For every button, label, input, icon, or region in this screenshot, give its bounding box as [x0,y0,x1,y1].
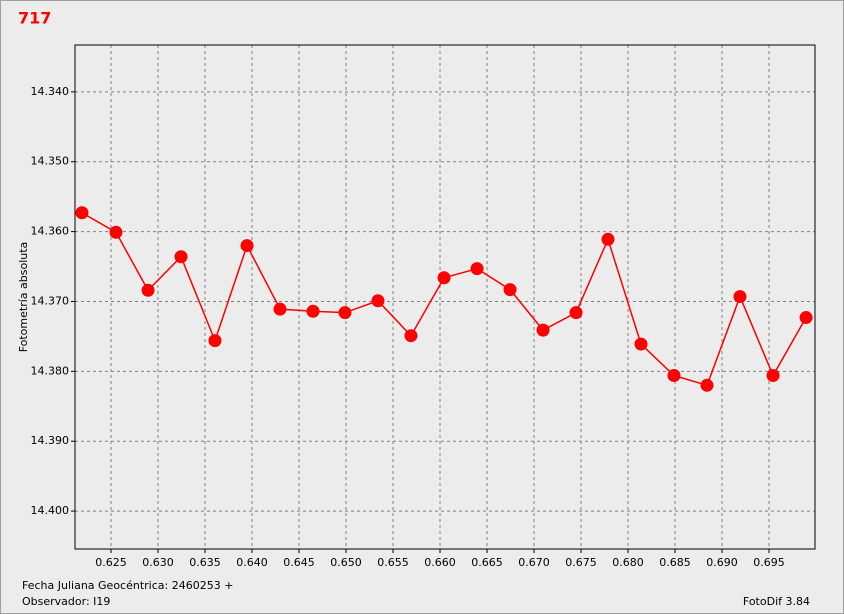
x-tick-label: 0.640 [236,556,268,569]
x-tick-label: 0.655 [377,556,409,569]
data-point [470,262,484,276]
data-point [799,311,813,325]
data-point [208,334,222,348]
data-point [733,290,747,304]
x-tick-label: 0.670 [518,556,550,569]
x-tick-label: 0.635 [189,556,221,569]
x-tick-label: 0.630 [142,556,174,569]
data-point [273,302,287,316]
x-tick-label: 0.625 [95,556,127,569]
y-tick-label: 14.400 [31,504,70,517]
x-tick-label: 0.665 [471,556,503,569]
plot-background [75,45,815,549]
data-point [174,250,188,264]
x-tick-label: 0.695 [753,556,785,569]
y-tick-label: 14.380 [31,364,70,377]
chart-title: 717 [18,9,51,28]
x-tick-label: 0.685 [659,556,691,569]
data-point [766,369,780,383]
data-point [371,294,385,308]
data-point [634,337,648,351]
data-point [141,283,155,297]
data-point [109,225,123,239]
x-tick-label: 0.660 [424,556,456,569]
data-point [667,369,681,383]
data-point [306,304,320,318]
y-tick-label: 14.340 [31,85,70,98]
x-tick-label: 0.650 [330,556,362,569]
x-tick-label: 0.645 [283,556,315,569]
data-point [404,329,418,343]
data-point [240,239,254,253]
data-point [75,206,89,220]
y-tick-label: 14.370 [31,294,70,307]
data-point [700,378,714,392]
footer-label: Fecha Juliana Geocéntrica: 2460253 + [22,579,233,592]
x-tick-label: 0.690 [706,556,738,569]
y-tick-label: 14.390 [31,434,70,447]
x-tick-label: 0.680 [612,556,644,569]
y-axis-label: Fotometría absoluta [17,242,30,353]
footer-label: FotoDif 3.84 [743,595,810,608]
data-point [503,283,517,297]
data-point [338,306,352,320]
x-tick-label: 0.675 [565,556,597,569]
data-point [569,306,583,320]
data-point [601,232,615,246]
data-point [536,323,550,337]
data-point [437,271,451,285]
footer-label: Observador: I19 [22,595,110,608]
y-tick-label: 14.350 [31,155,70,168]
plot-frame [74,44,816,550]
y-tick-label: 14.360 [31,225,70,238]
